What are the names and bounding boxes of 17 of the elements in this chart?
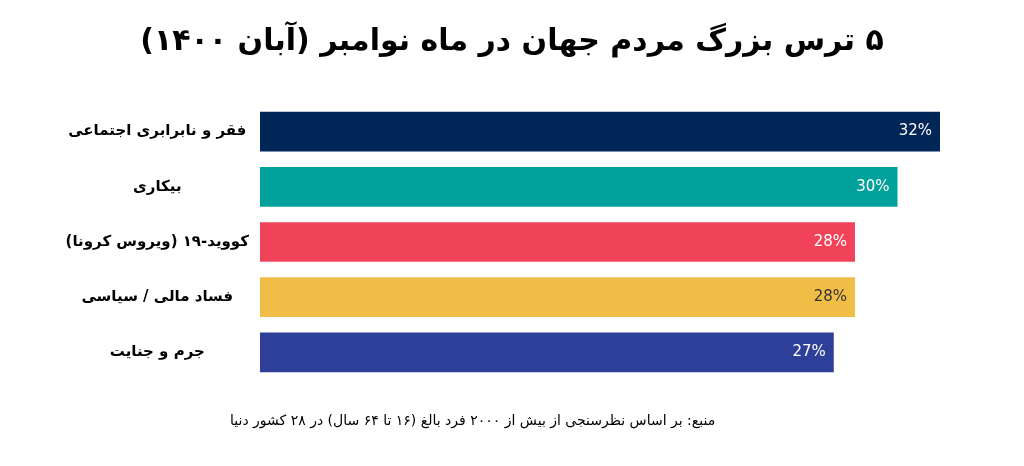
- y-tick-label: بیکاری: [133, 176, 182, 195]
- bar: [260, 277, 855, 318]
- bar: [260, 222, 855, 262]
- y-tick-label: فساد مالی / سیاسی: [81, 287, 234, 306]
- data-label: 30%: [856, 176, 890, 195]
- data-label: 27%: [792, 342, 826, 361]
- y-tick-label: کووید-۱۹ (ویروس کرونا): [65, 231, 250, 250]
- bar: [260, 111, 940, 152]
- text: منبع: بر اساس نظرسنجی از بیش از ۲۰۰۰ فرد بالغ (۱۶ تا ۶۴ سال) در ۲۸ کشور دنیا: [230, 412, 716, 428]
- bar: [260, 166, 898, 207]
- data-label: 32%: [898, 121, 932, 140]
- bar: [260, 332, 834, 373]
- data-label: 28%: [813, 287, 847, 306]
- data-label: 28%: [813, 231, 847, 250]
- y-tick-label: جرم و جنایت: [109, 342, 205, 361]
- y-tick-label: فقر و نابرابری اجتماعی: [68, 121, 247, 140]
- chart-title: ۵ ترس بزرگ مردم جهان در ماه نوامبر (آبان ۱۴۰۰): [139, 22, 885, 57]
